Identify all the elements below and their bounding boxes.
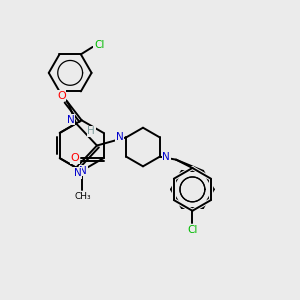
Text: N: N <box>162 152 170 162</box>
Text: CH₃: CH₃ <box>75 192 92 201</box>
Text: N: N <box>74 168 82 178</box>
Text: Cl: Cl <box>187 225 198 235</box>
Text: O: O <box>57 91 66 100</box>
Text: N: N <box>67 115 75 125</box>
Text: N: N <box>116 132 124 142</box>
Text: N: N <box>79 166 87 176</box>
Text: Cl: Cl <box>94 40 104 50</box>
Text: O: O <box>70 153 79 163</box>
Text: H: H <box>87 126 95 136</box>
